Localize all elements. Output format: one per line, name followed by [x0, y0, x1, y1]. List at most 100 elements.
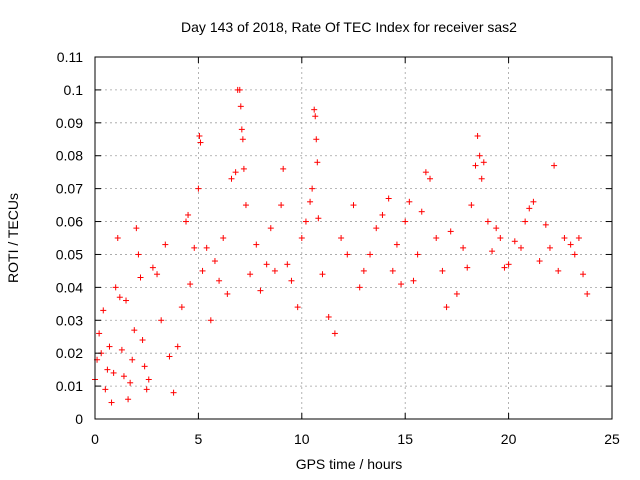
plot-frame — [94, 56, 613, 420]
x-axis-title: GPS time / hours — [296, 456, 403, 472]
data-point — [239, 136, 246, 143]
data-point — [112, 284, 119, 291]
data-point — [468, 202, 475, 209]
data-point — [158, 317, 165, 324]
data-point — [530, 198, 537, 205]
data-point — [311, 106, 318, 113]
data-point — [474, 132, 481, 139]
y-axis-title: ROTI / TECUs — [5, 193, 21, 283]
y-tick-label: 0.08 — [56, 148, 83, 164]
data-point — [178, 304, 185, 311]
data-point — [238, 126, 245, 133]
data-point — [501, 264, 508, 271]
data-point — [489, 248, 496, 255]
x-tick-label: 25 — [604, 431, 620, 447]
data-point — [542, 221, 549, 228]
data-point — [325, 313, 332, 320]
data-point — [307, 198, 314, 205]
x-tick-label: 10 — [294, 431, 310, 447]
data-point — [402, 218, 409, 225]
data-point — [185, 211, 192, 218]
data-point — [288, 277, 295, 284]
data-point — [294, 304, 301, 311]
data-point — [302, 218, 309, 225]
data-point — [584, 290, 591, 297]
data-point — [131, 327, 138, 334]
data-point — [143, 386, 150, 393]
data-point — [522, 218, 529, 225]
y-tick-label: 0 — [75, 411, 83, 427]
data-point — [433, 235, 440, 241]
data-point — [511, 238, 518, 245]
data-point — [447, 228, 454, 235]
data-point — [187, 281, 194, 288]
data-point — [203, 244, 210, 251]
data-point — [439, 267, 446, 274]
data-point — [393, 241, 400, 248]
data-point — [422, 169, 429, 176]
data-point — [197, 139, 204, 146]
x-tick-label: 5 — [195, 431, 203, 447]
data-point — [379, 211, 386, 218]
data-point — [220, 235, 227, 241]
y-tick-label: 0.09 — [56, 115, 83, 131]
data-point — [154, 271, 161, 278]
data-point — [211, 258, 218, 265]
data-point — [174, 343, 181, 350]
chart-title: Day 143 of 2018, Rate Of TEC Index for r… — [181, 19, 517, 35]
data-point — [253, 241, 260, 248]
x-tick-label: 15 — [397, 431, 413, 447]
data-point — [505, 261, 512, 268]
y-tick-label: 0.06 — [56, 214, 83, 230]
x-ticks: 0 5 10 15 20 25 — [91, 57, 620, 447]
data-point — [551, 162, 558, 169]
data-point — [216, 277, 223, 284]
data-point — [356, 284, 363, 291]
data-point — [106, 343, 113, 350]
data-point — [195, 185, 202, 192]
y-ticks: 0 0.01 0.02 0.03 0.04 0.05 0.06 0.07 0.08 0.09 0.1… — [56, 49, 612, 427]
data-point — [141, 363, 148, 370]
data-point — [145, 376, 152, 383]
data-point — [114, 235, 121, 241]
y-tick-label: 0.07 — [56, 181, 83, 197]
data-point — [207, 317, 214, 324]
data-point — [149, 264, 156, 271]
data-point — [344, 251, 351, 258]
data-point — [137, 274, 144, 281]
data-point — [350, 202, 357, 209]
data-point — [116, 294, 123, 301]
data-point — [298, 235, 305, 241]
data-point — [312, 113, 319, 120]
data-point — [232, 169, 239, 176]
data-point — [196, 132, 203, 139]
data-point — [338, 235, 345, 241]
data-point — [472, 162, 479, 169]
data-point — [263, 261, 270, 268]
data-point — [133, 225, 140, 232]
data-point — [236, 86, 243, 93]
x-tick-label: 20 — [501, 431, 517, 447]
data-point — [571, 251, 578, 258]
data-point — [123, 297, 130, 304]
data-point — [139, 337, 146, 344]
data-point — [309, 185, 316, 192]
data-point — [191, 244, 198, 251]
y-tick-label: 0.01 — [56, 378, 83, 394]
data-point — [414, 251, 421, 258]
data-point — [315, 215, 322, 222]
data-point — [314, 159, 321, 166]
y-tick-label: 0.05 — [56, 246, 83, 262]
data-point — [120, 373, 127, 380]
data-point — [497, 235, 504, 241]
data-point — [162, 241, 169, 248]
data-point — [493, 225, 500, 232]
data-point — [443, 304, 450, 311]
data-point — [228, 175, 235, 182]
data-point — [110, 369, 117, 376]
data-point — [460, 244, 467, 251]
y-tick-label: 0.04 — [56, 279, 83, 295]
data-point — [319, 271, 326, 278]
data-point — [410, 277, 417, 284]
